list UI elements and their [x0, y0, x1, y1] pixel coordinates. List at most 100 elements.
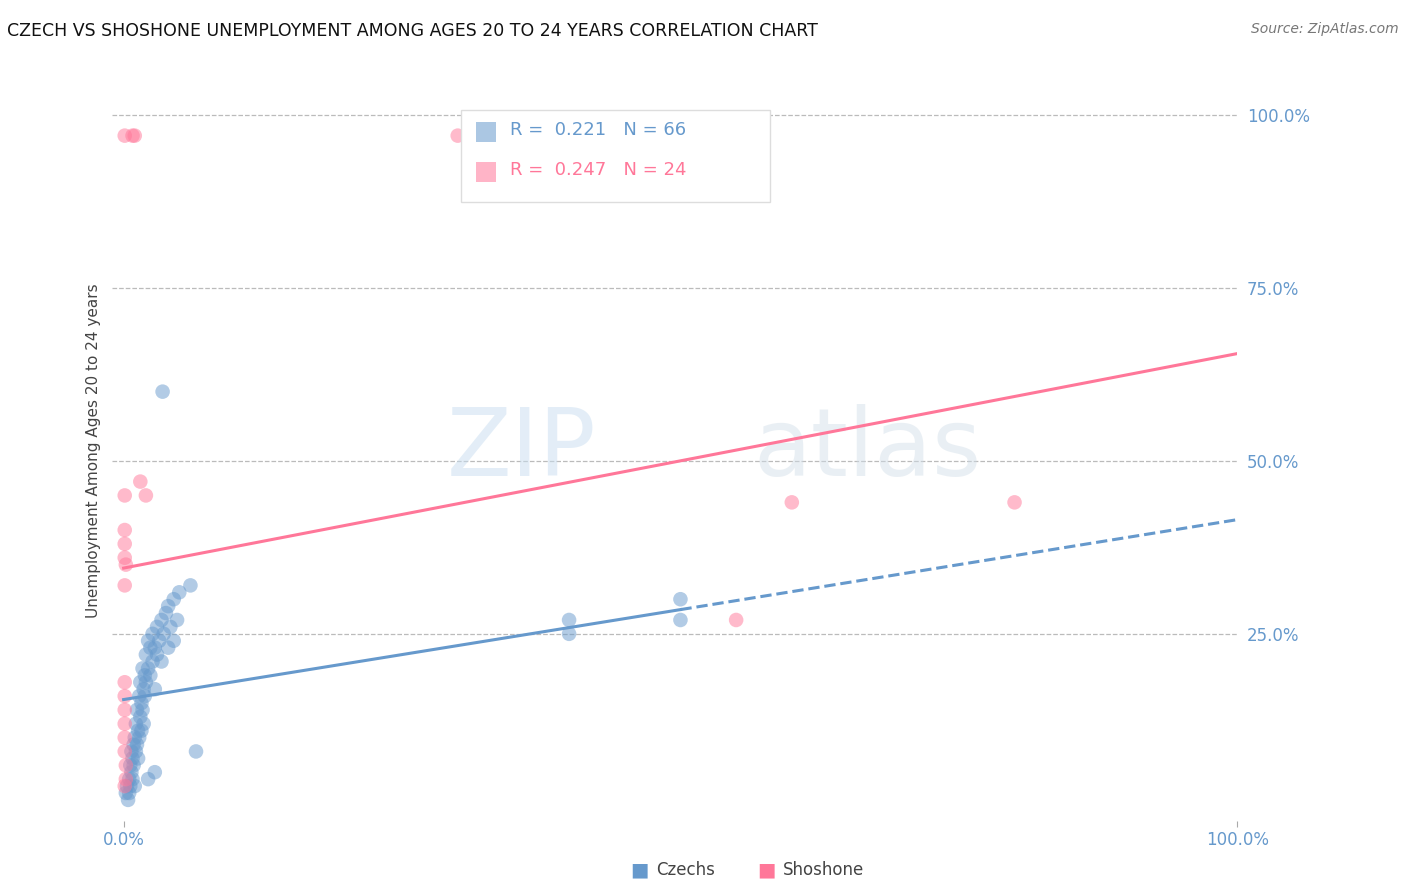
Point — [155, 606, 177, 620]
Point — [132, 682, 155, 697]
Point — [115, 772, 138, 786]
Point — [157, 599, 180, 614]
Point — [150, 613, 173, 627]
Point — [120, 744, 142, 758]
Point — [135, 675, 157, 690]
Point — [780, 495, 803, 509]
Point — [127, 723, 149, 738]
Text: R =  0.221   N = 66: R = 0.221 N = 66 — [509, 121, 686, 139]
Point — [142, 627, 165, 641]
Text: Source: ZipAtlas.com: Source: ZipAtlas.com — [1251, 22, 1399, 37]
Point — [184, 744, 207, 758]
Point — [146, 620, 169, 634]
Point — [128, 689, 150, 703]
Text: ■: ■ — [756, 860, 776, 880]
Point — [169, 585, 191, 599]
Point — [114, 488, 136, 502]
Point — [114, 744, 136, 758]
Point — [121, 751, 143, 765]
Point — [148, 633, 170, 648]
Text: Shoshone: Shoshone — [783, 861, 865, 879]
Point — [125, 703, 148, 717]
Point — [118, 786, 141, 800]
Text: R =  0.247   N = 24: R = 0.247 N = 24 — [509, 161, 686, 179]
Point — [558, 627, 581, 641]
Point — [120, 765, 142, 780]
Point — [129, 710, 152, 724]
Point — [725, 613, 748, 627]
Point — [143, 640, 166, 655]
Point — [163, 633, 186, 648]
Point — [143, 765, 166, 780]
Point — [131, 661, 153, 675]
Point — [125, 738, 148, 752]
Point — [114, 578, 136, 592]
Point — [159, 620, 181, 634]
Point — [669, 592, 692, 607]
Point — [125, 744, 148, 758]
Point — [114, 731, 136, 745]
Text: Czechs: Czechs — [657, 861, 716, 879]
Point — [118, 772, 141, 786]
Point — [114, 675, 136, 690]
Point — [117, 793, 139, 807]
Point — [135, 648, 157, 662]
Point — [124, 779, 146, 793]
Point — [152, 627, 174, 641]
Point — [131, 723, 153, 738]
Point — [124, 128, 146, 143]
Point — [120, 779, 142, 793]
Point — [115, 758, 138, 772]
Point — [129, 675, 152, 690]
Point — [558, 613, 581, 627]
Point — [142, 655, 165, 669]
Point — [447, 128, 470, 143]
Point — [115, 779, 138, 793]
Point — [115, 558, 138, 572]
Text: ZIP: ZIP — [447, 404, 596, 497]
Point — [150, 655, 173, 669]
Point — [121, 772, 143, 786]
Point — [135, 488, 157, 502]
Point — [136, 772, 159, 786]
Y-axis label: Unemployment Among Ages 20 to 24 years: Unemployment Among Ages 20 to 24 years — [86, 283, 101, 618]
Point — [124, 731, 146, 745]
Point — [120, 758, 142, 772]
Point — [115, 786, 138, 800]
Point — [122, 738, 145, 752]
Point — [114, 703, 136, 717]
Point — [114, 550, 136, 565]
Point — [669, 613, 692, 627]
Point — [179, 578, 201, 592]
Point — [152, 384, 174, 399]
Point — [122, 758, 145, 772]
Point — [121, 128, 143, 143]
Point — [136, 661, 159, 675]
Point — [134, 668, 156, 682]
Text: CZECH VS SHOSHONE UNEMPLOYMENT AMONG AGES 20 TO 24 YEARS CORRELATION CHART: CZECH VS SHOSHONE UNEMPLOYMENT AMONG AGE… — [7, 22, 818, 40]
Point — [132, 716, 155, 731]
Point — [166, 613, 188, 627]
Point — [114, 128, 136, 143]
Point — [131, 703, 153, 717]
Point — [139, 668, 162, 682]
Point — [129, 475, 152, 489]
Point — [134, 689, 156, 703]
Point — [114, 689, 136, 703]
FancyBboxPatch shape — [461, 110, 770, 202]
Point — [114, 523, 136, 537]
Point — [127, 751, 149, 765]
Point — [1004, 495, 1026, 509]
Text: ■: ■ — [630, 860, 650, 880]
Point — [139, 640, 162, 655]
Point — [146, 648, 169, 662]
Point — [157, 640, 180, 655]
Point — [114, 779, 136, 793]
Point — [163, 592, 186, 607]
Point — [136, 633, 159, 648]
FancyBboxPatch shape — [475, 161, 496, 182]
Point — [114, 537, 136, 551]
Point — [143, 682, 166, 697]
Point — [131, 696, 153, 710]
Point — [125, 716, 148, 731]
